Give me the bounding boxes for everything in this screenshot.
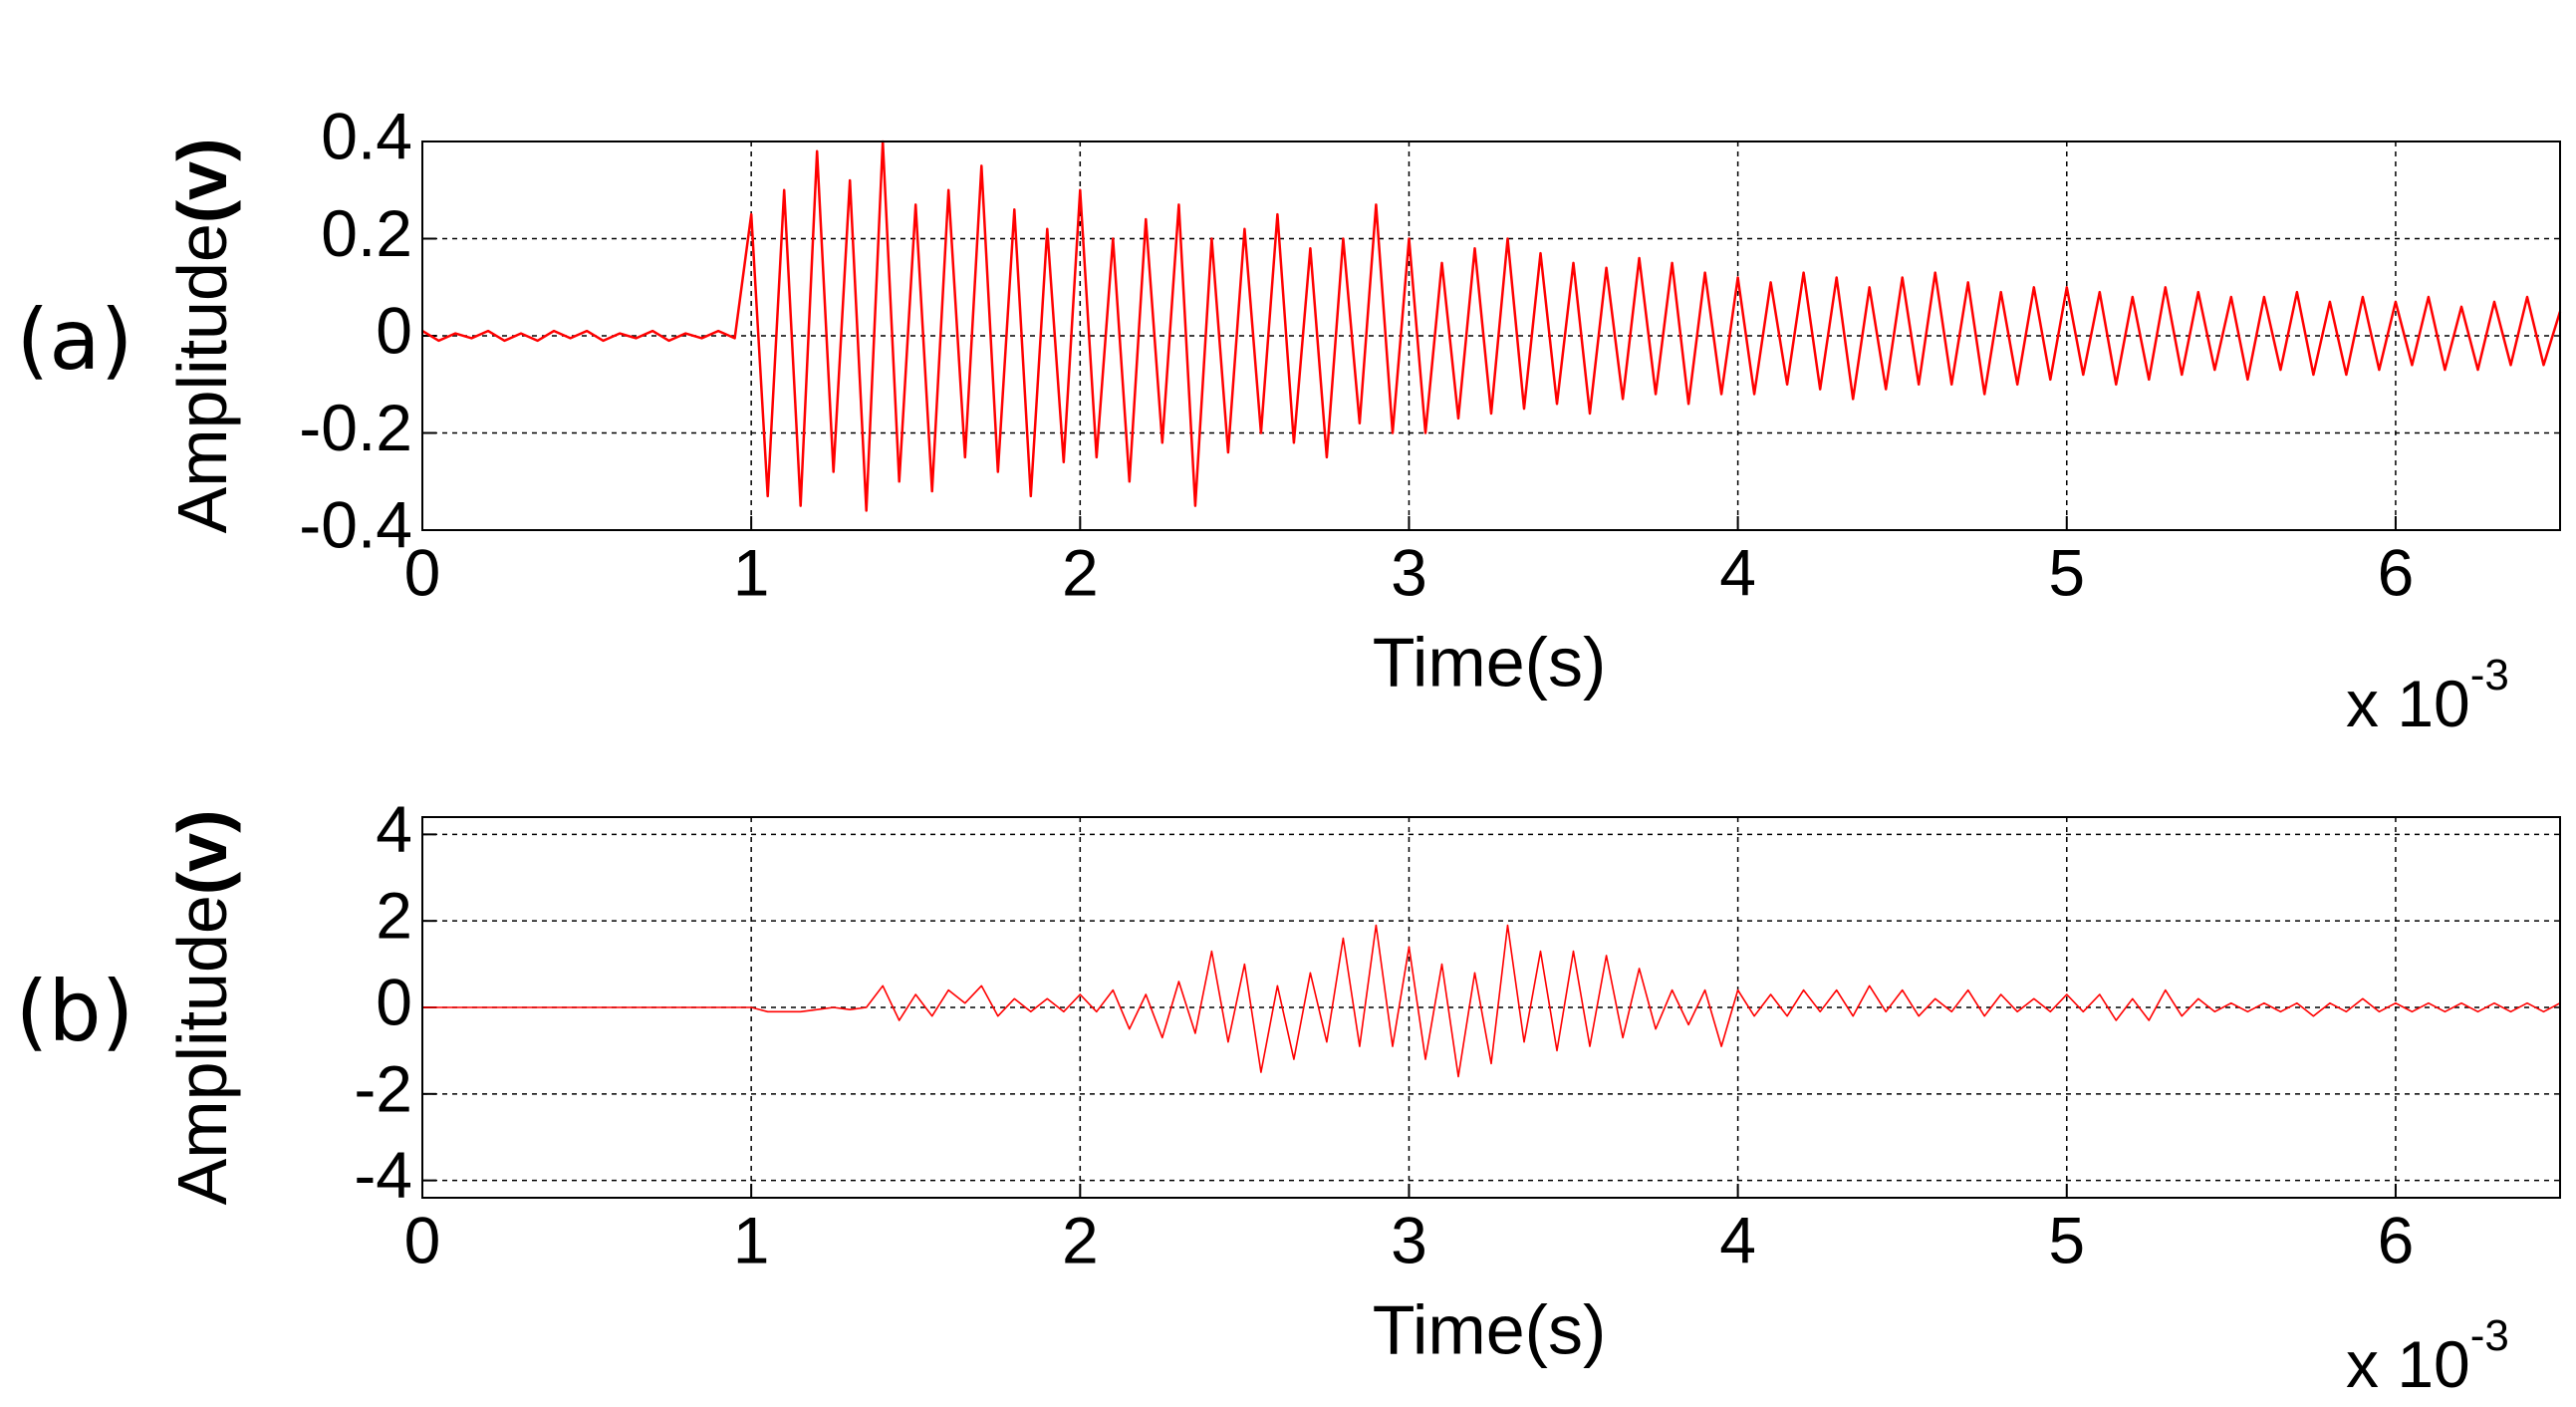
x-tick-label: 2 — [1062, 535, 1099, 609]
y-tick-label: 0 — [376, 965, 412, 1038]
signal-line — [421, 140, 2562, 512]
x-tick-label: 5 — [2048, 535, 2085, 609]
y-tick-label: 0 — [376, 293, 412, 367]
x-tick-label: 0 — [404, 535, 441, 609]
x-tick-label: 3 — [1391, 535, 1427, 609]
y-tick-label: -0.4 — [299, 487, 412, 561]
signal-line — [422, 924, 2561, 1078]
x-scale-label: x 10-3 — [2346, 1311, 2509, 1402]
x-scale-base: x 10 — [2346, 1327, 2470, 1401]
x-scale-base: x 10 — [2346, 667, 2470, 740]
y-tick-label: 2 — [376, 879, 412, 953]
axes-frame — [421, 816, 2561, 1199]
x-scale-exponent: -3 — [2470, 651, 2509, 700]
y-tick-label: -0.2 — [299, 391, 412, 464]
x-axis-label: Time(s) — [1373, 623, 1607, 701]
x-tick-label: 6 — [2378, 1203, 2415, 1276]
y-axis-label: Amplitude(v) — [163, 139, 241, 534]
x-tick-label: 5 — [2048, 1203, 2085, 1276]
y-axis-label: Amplitude(v) — [163, 810, 241, 1206]
y-axis-label-text: Amplitude — [163, 223, 241, 533]
axes-frame — [421, 141, 2561, 531]
y-tick-label: -4 — [354, 1138, 412, 1212]
y-tick-label: 0.2 — [321, 196, 412, 270]
x-scale-exponent: -3 — [2470, 1311, 2509, 1360]
x-axis-label: Time(s) — [1373, 1290, 1607, 1368]
panel-label: (b) — [16, 963, 134, 1060]
y-axis-label-unit: (v) — [163, 139, 241, 224]
x-scale-label: x 10-3 — [2346, 651, 2509, 741]
y-axis-label-unit: (v) — [163, 810, 241, 896]
x-tick-label: 4 — [1719, 1203, 1756, 1276]
x-tick-label: 2 — [1062, 1203, 1099, 1276]
y-tick-label: 4 — [376, 792, 412, 866]
y-tick-label: 0.4 — [321, 99, 412, 172]
x-tick-label: 0 — [404, 1203, 441, 1276]
x-tick-label: 1 — [733, 535, 770, 609]
x-tick-label: 4 — [1719, 535, 1756, 609]
x-tick-label: 1 — [733, 1203, 770, 1276]
y-tick-label: -2 — [354, 1051, 412, 1125]
y-axis-label-text: Amplitude — [163, 895, 241, 1205]
x-tick-label: 3 — [1391, 1203, 1427, 1276]
panel-label: (a) — [16, 291, 132, 389]
x-tick-label: 6 — [2378, 535, 2415, 609]
